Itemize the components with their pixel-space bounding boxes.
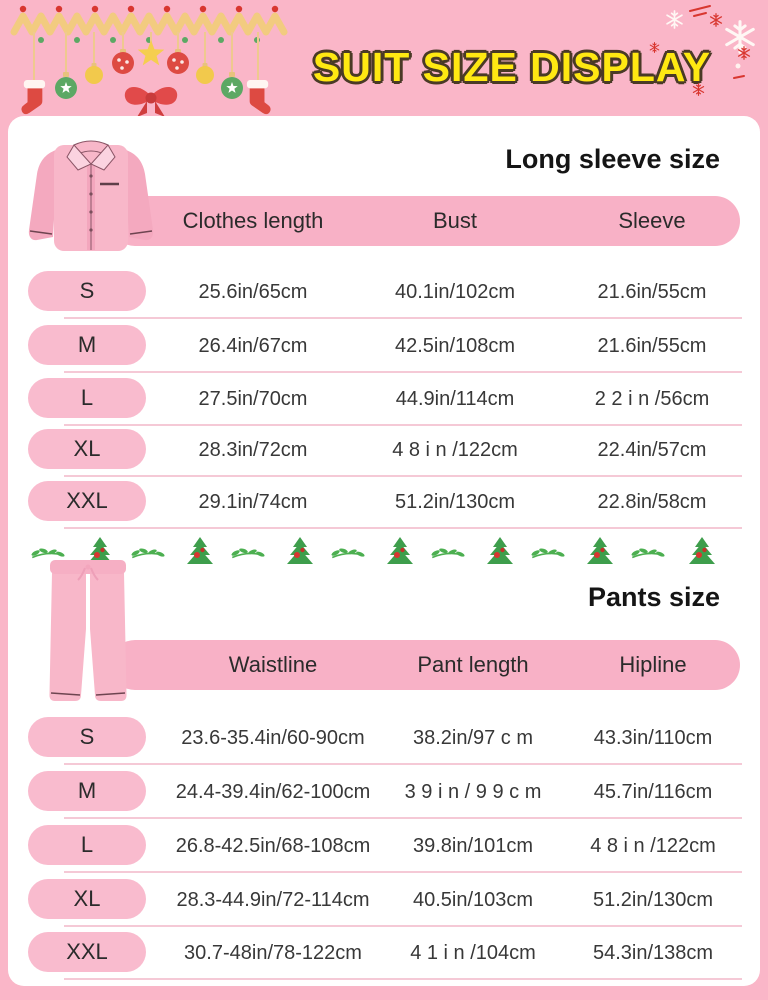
row-divider [64, 925, 742, 927]
size-badge: XXL [28, 481, 146, 521]
garland-green-dots [38, 37, 260, 43]
table-row: XXL 30.7-48in/78-122cm 4 1 i n /104cm 54… [8, 927, 760, 980]
bust-value: 44.9in/114cm [395, 388, 515, 410]
waistline-value: 28.3-44.9in/72-114cm [176, 889, 370, 911]
snowflake-icon [692, 83, 705, 96]
page-title: SUIT SIZE DISPLAY [312, 44, 712, 90]
size-badge: XL [28, 429, 146, 469]
waistline-value: 30.7-48in/78-122cm [184, 942, 362, 964]
bauble-icon [221, 72, 243, 99]
size-badge: M [28, 325, 146, 365]
column-header-hipline: Hipline [619, 652, 687, 677]
column-header-bust: Bust [432, 208, 478, 233]
sleeve-value: 22.4in/57cm [597, 439, 707, 461]
size-badge: L [28, 378, 146, 418]
clothes-length-value: 29.1in/74cm [198, 491, 308, 513]
bauble-icon [196, 63, 214, 84]
row-divider [64, 424, 742, 426]
christmas-garland-icon [10, 5, 288, 117]
clothes-length-value: 27.5in/70cm [198, 388, 308, 410]
bauble-icon [112, 49, 134, 74]
size-badge: XXL [28, 932, 146, 972]
stocking-icon [246, 80, 271, 115]
snow-dot [735, 63, 741, 69]
row-divider [64, 317, 742, 319]
sleeve-value: 22.8in/58cm [597, 491, 707, 513]
hipline-value: 54.3in/138cm [592, 942, 714, 964]
clothes-length-value: 26.4in/67cm [198, 335, 308, 357]
column-header-waistline: Waistline [228, 652, 318, 677]
hipline-value: 45.7in/116cm [593, 781, 713, 803]
long-sleeve-heading: Long sleeve size [505, 144, 720, 174]
hipline-value: 4 8 i n /122cm [590, 835, 716, 857]
bust-value: 4 8 i n /122cm [392, 439, 518, 461]
stocking-icon [21, 80, 46, 115]
column-header-pant-length: Pant length [417, 652, 529, 677]
column-header-sleeve: Sleeve [618, 208, 686, 233]
bauble-icon [55, 72, 77, 99]
size-badge: S [28, 717, 146, 757]
star-icon [137, 40, 165, 66]
table-row: XXL 29.1in/74cm 51.2in/130cm 22.8in/58cm [8, 476, 760, 529]
snowflakes-decoration [649, 5, 755, 96]
pant-length-value: 4 1 i n /104cm [410, 942, 536, 964]
pant-length-value: 40.5in/103cm [412, 889, 534, 911]
pants-table-header: Waistline Pant length Hipline [110, 640, 740, 690]
sleeve-value: 21.6in/55cm [597, 281, 707, 303]
pant-length-value: 39.8in/101cm [412, 835, 534, 857]
row-divider [64, 978, 742, 980]
bauble-icon [167, 49, 189, 74]
table-row: M 26.4in/67cm 42.5in/108cm 21.6in/55cm [8, 320, 760, 373]
row-divider [64, 475, 742, 477]
waistline-value: 26.8-42.5in/68-108cm [175, 835, 371, 857]
snowflake-icon [725, 20, 755, 54]
clothes-length-value: 28.3in/72cm [198, 439, 308, 461]
table-row: M 24.4-39.4in/62-100cm 3 9 i n / 9 9 c m… [8, 766, 760, 819]
snowflake-icon [709, 13, 723, 27]
table-row: XL 28.3in/72cm 4 8 i n /122cm 22.4in/57c… [8, 424, 760, 477]
row-divider [64, 871, 742, 873]
size-badge: S [28, 271, 146, 311]
size-chart-card: Long sleeve size Clothes length Bust Sle… [8, 116, 760, 986]
row-divider [64, 763, 742, 765]
bust-value: 51.2in/130cm [394, 491, 516, 513]
bust-value: 42.5in/108cm [394, 335, 516, 357]
table-row: L 27.5in/70cm 44.9in/114cm 2 2 i n /56cm [8, 373, 760, 426]
table-row: XL 28.3-44.9in/72-114cm 40.5in/103cm 51.… [8, 874, 760, 927]
garland-strings [33, 32, 259, 80]
sleeve-value: 2 2 i n /56cm [594, 388, 710, 410]
bow-icon [124, 87, 178, 117]
waistline-value: 24.4-39.4in/62-100cm [175, 781, 371, 803]
table-row: L 26.8-42.5in/68-108cm 39.8in/101cm 4 8 … [8, 820, 760, 873]
garland-red-dots [19, 5, 279, 13]
pants-heading: Pants size [587, 582, 720, 612]
red-dash-decoration [689, 5, 745, 79]
column-header-clothes-length: Clothes length [182, 208, 324, 233]
pant-length-value: 38.2in/97 c m [412, 727, 534, 749]
table-row: S 23.6-35.4in/60-90cm 38.2in/97 c m 43.3… [8, 712, 760, 765]
pajama-pants-image [49, 560, 127, 701]
pajama-shirt-image [28, 140, 154, 251]
bauble-icon [85, 63, 103, 84]
row-divider [64, 371, 742, 373]
hipline-value: 43.3in/110cm [593, 727, 713, 749]
size-badge: M [28, 771, 146, 811]
snowflake-icon [666, 10, 683, 29]
table-row: S 25.6in/65cm 40.1in/102cm 21.6in/55cm [8, 266, 760, 319]
waistline-value: 23.6-35.4in/60-90cm [181, 727, 365, 749]
sleeve-value: 21.6in/55cm [597, 335, 707, 357]
hipline-value: 51.2in/130cm [592, 889, 714, 911]
size-badge: L [28, 825, 146, 865]
size-badge: XL [28, 879, 146, 919]
bust-value: 40.1in/102cm [394, 281, 516, 303]
long-sleeve-table-header: Clothes length Bust Sleeve [110, 196, 740, 246]
pant-length-value: 3 9 i n / 9 9 c m [404, 781, 542, 803]
row-divider [64, 817, 742, 819]
clothes-length-value: 25.6in/65cm [198, 281, 308, 303]
snowflake-icon [649, 42, 660, 53]
row-divider [64, 527, 742, 529]
